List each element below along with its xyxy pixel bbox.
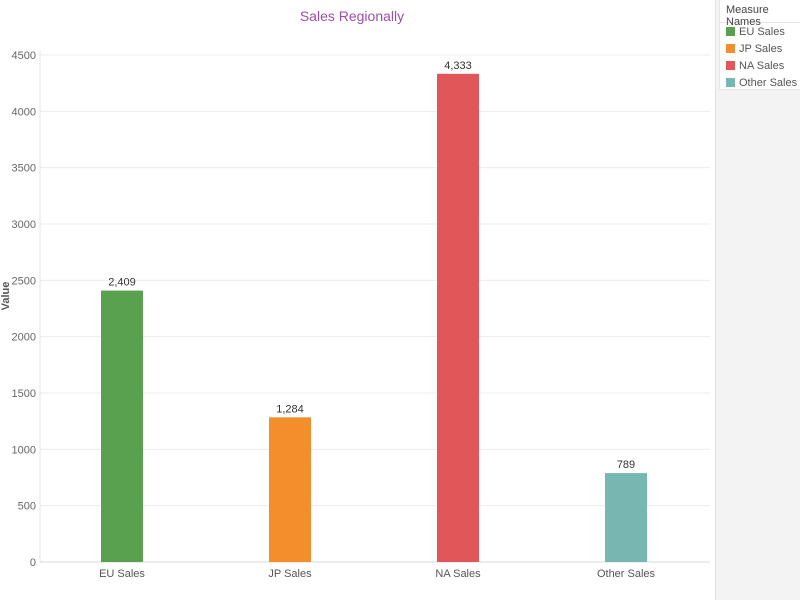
x-tick-label: Other Sales (597, 568, 656, 580)
legend-swatch (726, 78, 735, 87)
y-tick-label: 3000 (12, 219, 36, 231)
bar-chart: Sales Regionally 0 500 1000 1500 2000 2500 3000… (0, 8, 710, 580)
data-label: 2,409 (108, 277, 136, 289)
y-axis-label: Value (0, 282, 12, 311)
legend-label: NA Sales (739, 59, 785, 72)
legend-item-other-sales[interactable]: Other Sales (720, 74, 800, 91)
legend-title: Measure Names (720, 0, 800, 28)
bar-na-sales (437, 73, 479, 562)
y-tick-label: 4500 (12, 50, 36, 62)
legend-label: EU Sales (739, 25, 785, 38)
x-tick-label: EU Sales (99, 568, 145, 580)
y-tick-label: 3500 (12, 163, 36, 175)
legend-item-eu-sales[interactable]: EU Sales (720, 23, 800, 40)
bar-eu-sales (101, 290, 143, 562)
chart-canvas: Sales Regionally 0 500 1000 1500 2000 2500 3000… (0, 8, 710, 580)
y-tick-label: 2500 (12, 275, 36, 287)
data-label: 1,284 (276, 403, 304, 415)
y-tick-label: 2000 (12, 332, 36, 344)
legend-swatch (726, 61, 735, 70)
legend-item-jp-sales[interactable]: JP Sales (720, 40, 800, 57)
y-tick-label: 4000 (12, 106, 36, 118)
x-tick-label: JP Sales (268, 568, 312, 580)
x-tick-label: NA Sales (435, 568, 481, 580)
legend: Measure Names EU Sales JP Sales NA Sales… (719, 0, 800, 90)
bar-jp-sales (269, 417, 311, 562)
y-tick-label: 1500 (12, 388, 36, 400)
y-tick-label: 0 (30, 557, 36, 569)
data-label: 4,333 (444, 60, 472, 72)
legend-swatch (726, 44, 735, 53)
legend-item-na-sales[interactable]: NA Sales (720, 57, 800, 74)
legend-label: JP Sales (739, 42, 783, 55)
y-tick-label: 500 (18, 501, 36, 513)
legend-swatch (726, 27, 735, 36)
bar-other-sales (605, 473, 647, 562)
legend-label: Other Sales (739, 76, 798, 89)
data-label: 789 (617, 459, 635, 471)
chart-title: Sales Regionally (300, 8, 404, 24)
y-tick-label: 1000 (12, 444, 36, 456)
legend-panel: Measure Names EU Sales JP Sales NA Sales… (715, 0, 800, 600)
